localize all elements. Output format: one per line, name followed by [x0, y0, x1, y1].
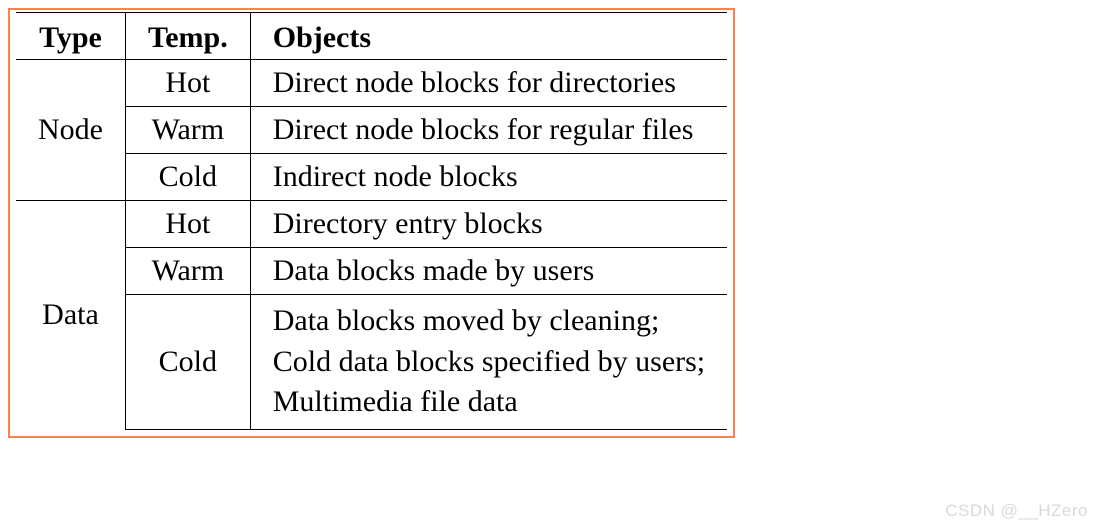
table-row: Data Hot Directory entry blocks	[16, 201, 727, 248]
type-cell-node: Node	[16, 60, 125, 201]
objects-cell: Indirect node blocks	[250, 154, 727, 201]
objects-cell: Direct node blocks for directories	[250, 60, 727, 107]
watermark-text: CSDN @__HZero	[945, 501, 1088, 521]
col-header-temp: Temp.	[125, 13, 250, 60]
objects-cell: Direct node blocks for regular files	[250, 107, 727, 154]
col-header-type: Type	[16, 13, 125, 60]
col-header-objects: Objects	[250, 13, 727, 60]
temp-cell: Warm	[125, 107, 250, 154]
temp-cell: Warm	[125, 248, 250, 295]
objects-cell: Data blocks made by users	[250, 248, 727, 295]
table-header-row: Type Temp. Objects	[16, 13, 727, 60]
table-row: Node Hot Direct node blocks for director…	[16, 60, 727, 107]
temp-cell: Hot	[125, 201, 250, 248]
objects-cell: Data blocks moved by cleaning;Cold data …	[250, 295, 727, 430]
objects-cell: Directory entry blocks	[250, 201, 727, 248]
temp-cell: Cold	[125, 295, 250, 430]
type-cell-data: Data	[16, 201, 125, 430]
temp-cell: Hot	[125, 60, 250, 107]
temp-cell: Cold	[125, 154, 250, 201]
classification-table: Type Temp. Objects Node Hot Direct node …	[16, 12, 727, 430]
table-container: Type Temp. Objects Node Hot Direct node …	[8, 8, 735, 438]
